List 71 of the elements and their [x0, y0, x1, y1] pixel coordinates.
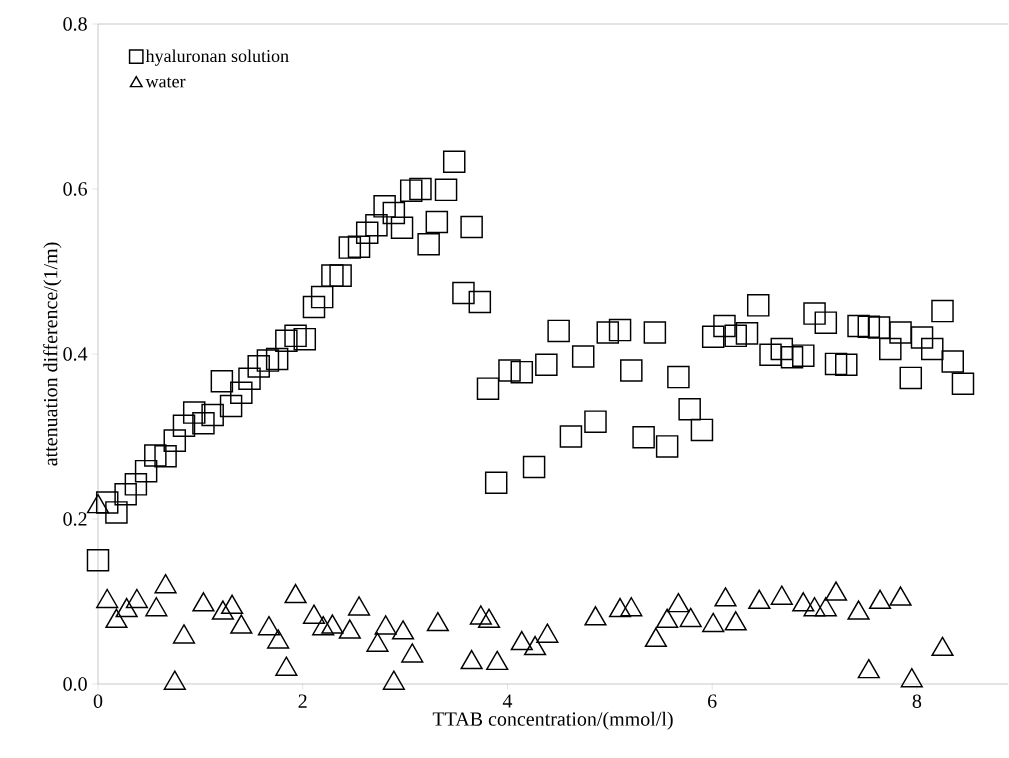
x-axis-title: TTAB concentration/(mmol/l)	[432, 711, 673, 730]
point	[321, 614, 344, 634]
point	[96, 588, 119, 609]
point	[401, 643, 424, 663]
point	[900, 667, 923, 688]
point	[608, 597, 632, 618]
point	[679, 607, 702, 628]
x-tick-label: 2	[298, 694, 307, 708]
point	[230, 614, 253, 634]
point	[220, 594, 244, 615]
point	[667, 592, 690, 613]
point	[792, 592, 815, 612]
point	[748, 589, 771, 610]
point	[477, 608, 501, 629]
point	[857, 658, 880, 679]
y-tick-label: 0.4	[63, 347, 88, 361]
point	[469, 605, 492, 625]
point	[163, 670, 186, 690]
point	[125, 588, 149, 609]
point	[105, 608, 128, 629]
point	[536, 623, 559, 643]
x-tick-label: 4	[502, 694, 513, 708]
x-tick-label: 0	[93, 694, 103, 708]
y-axis-title: attenuation difference/(1/m)	[43, 242, 62, 466]
legend-label: hyaluronan solution	[145, 49, 289, 66]
point	[584, 606, 607, 626]
point	[145, 597, 168, 617]
point	[486, 650, 509, 671]
point	[803, 597, 826, 617]
point	[770, 585, 793, 605]
point	[510, 630, 533, 651]
point	[115, 597, 138, 618]
point	[172, 624, 196, 644]
point	[347, 596, 371, 616]
legend-label: water	[145, 77, 186, 88]
point	[338, 619, 361, 639]
point	[374, 615, 397, 635]
point	[714, 587, 737, 607]
y-tick-label: 0.2	[63, 512, 87, 526]
point	[267, 629, 290, 649]
point	[211, 600, 235, 620]
point	[192, 592, 215, 612]
point	[391, 620, 415, 640]
point	[366, 632, 389, 652]
point	[847, 600, 870, 620]
point	[724, 611, 747, 631]
point	[620, 597, 643, 617]
y-tick-label: 0.8	[63, 17, 87, 31]
point	[257, 615, 281, 636]
point	[702, 612, 725, 633]
point	[284, 583, 307, 604]
point	[824, 581, 848, 601]
point	[154, 573, 177, 594]
point	[814, 597, 837, 617]
x-tick-label: 8	[912, 694, 922, 708]
point	[275, 656, 298, 676]
x-tick-label: 6	[708, 694, 717, 708]
point	[302, 604, 326, 624]
point	[426, 611, 449, 632]
point	[656, 608, 679, 629]
point	[889, 586, 912, 606]
y-tick-label: 0.0	[63, 677, 87, 691]
point	[86, 493, 110, 514]
point	[460, 649, 483, 670]
point	[644, 627, 668, 648]
y-tick-label: 0.6	[63, 182, 88, 196]
point	[931, 636, 954, 657]
point	[868, 589, 892, 610]
point	[382, 670, 405, 690]
point	[523, 635, 547, 656]
point	[312, 615, 335, 636]
